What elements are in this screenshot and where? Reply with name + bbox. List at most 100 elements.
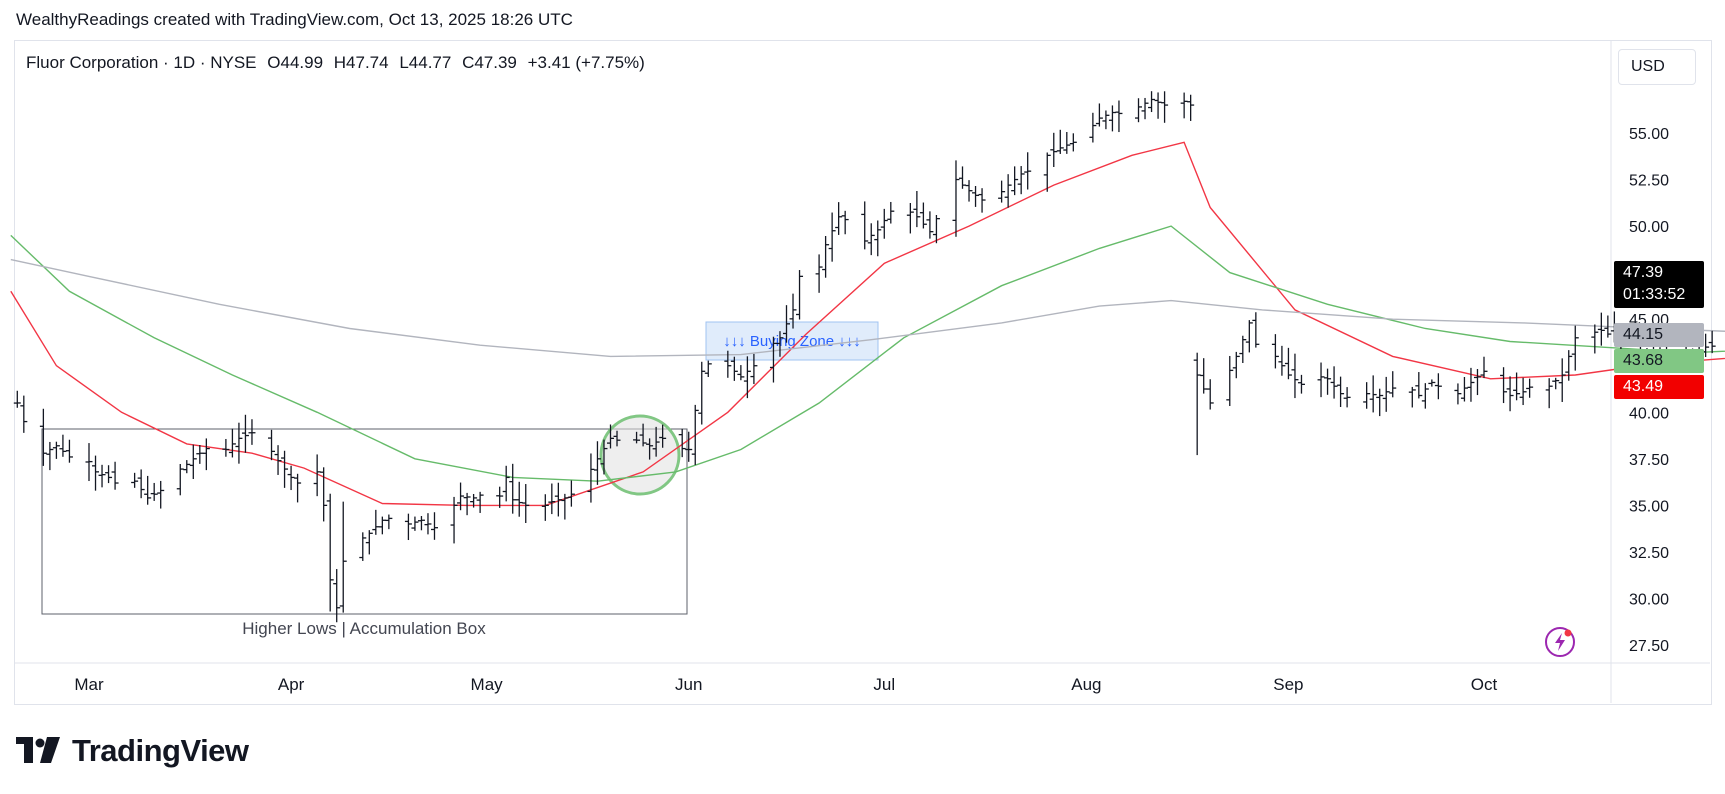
ma-gray-tag: 44.15 <box>1614 323 1704 347</box>
ohlc-bar <box>1454 383 1462 405</box>
ohlc-bar <box>144 475 152 505</box>
ohlc-bar <box>20 395 28 433</box>
ohlc-bar <box>1180 92 1188 119</box>
ohlc-bar <box>176 463 184 496</box>
ohlc-bar <box>1337 376 1345 408</box>
accumulation-box-label: Higher Lows | Accumulation Box <box>242 619 486 638</box>
ohlc-bar <box>59 434 67 457</box>
ohlc-bar <box>228 428 236 458</box>
ohlc-bar <box>639 423 647 447</box>
ohlc-bar <box>750 353 758 385</box>
ohlc-bar <box>476 491 484 513</box>
ohlc-bar <box>1408 386 1416 408</box>
ohlc-bar <box>1043 152 1051 192</box>
ohlc-bar <box>698 361 706 425</box>
ohlc-bar <box>1558 358 1566 402</box>
lightning-bolt-icon[interactable] <box>1545 627 1575 657</box>
tradingview-wordmark: TradingView <box>72 733 249 768</box>
y-tick-label: 50.00 <box>1629 219 1669 236</box>
price-axis[interactable]: 27.5030.0032.5035.0037.5040.0045.0050.00… <box>1629 126 1669 655</box>
buying-zone-label: ↓↓↓ Buying Zone ↓↓↓ <box>723 333 861 350</box>
accumulation-box[interactable] <box>41 428 688 615</box>
ohlc-bar <box>541 494 549 521</box>
ma-line-red[interactable] <box>10 141 1725 507</box>
ohlc-bar <box>385 514 393 530</box>
ma-line-green[interactable] <box>10 225 1725 482</box>
ohlc-bar <box>678 428 686 458</box>
ohlc-bar <box>131 472 139 488</box>
x-tick-label: Apr <box>278 675 305 694</box>
ohlc-bar <box>111 461 119 490</box>
ohlc-bar <box>841 210 849 235</box>
ohlc-bar <box>606 424 614 449</box>
legend-high: H47.74 <box>333 53 389 72</box>
x-tick-label: Oct <box>1471 675 1498 694</box>
currency-button[interactable]: USD <box>1618 49 1696 85</box>
ohlc-bar <box>202 438 210 471</box>
ohlc-bar <box>1324 368 1332 395</box>
ohlc-bar <box>183 460 191 474</box>
y-tick-label: 27.50 <box>1629 638 1669 655</box>
ohlc-bar <box>1376 388 1384 417</box>
ohlc-bar <box>85 443 93 482</box>
ohlc-bar <box>613 430 621 447</box>
y-tick-label: 35.00 <box>1629 498 1669 515</box>
x-tick-label: Mar <box>74 675 104 694</box>
ohlc-bar <box>359 532 367 561</box>
ma-line-gray[interactable] <box>10 258 1725 358</box>
legend-open: O44.99 <box>267 53 324 72</box>
time-axis[interactable]: Mar Apr May Jun Jul Aug Sep Oct <box>74 675 1497 694</box>
ohlc-bar <box>1428 379 1436 387</box>
ohlc-bar <box>313 454 321 497</box>
moving-averages <box>10 141 1725 507</box>
tradingview-logo[interactable]: TradingView <box>16 733 249 769</box>
ohlc-bar <box>1102 110 1110 130</box>
legend-symbol[interactable]: Fluor Corporation · 1D · NYSE <box>26 53 257 72</box>
ohlc-bar <box>281 450 289 488</box>
ohlc-bar <box>1526 378 1534 398</box>
ohlc-bar <box>959 166 967 189</box>
ohlc-bar <box>196 444 204 464</box>
ohlc-bar <box>1271 334 1279 369</box>
ohlc-bar <box>1095 103 1103 127</box>
ohlc-bar <box>411 516 419 531</box>
chart-frame <box>14 40 1712 705</box>
ohlc-bar <box>796 270 804 320</box>
ohlc-bar <box>320 467 328 522</box>
ohlc-bar <box>457 482 465 511</box>
ohlc-bar <box>965 180 973 202</box>
ohlc-bar <box>65 439 73 463</box>
ohlc-bar <box>1343 387 1351 408</box>
ohlc-bar <box>1330 366 1338 399</box>
ohlc-bar <box>822 236 830 278</box>
ohlc-bar <box>1480 356 1488 379</box>
ohlc-bar <box>652 426 660 457</box>
buying-zone-rect[interactable] <box>705 321 879 361</box>
ohlc-bar <box>587 453 595 503</box>
ohlc-bar <box>561 493 569 520</box>
ohlc-bar <box>92 455 100 491</box>
ohlc-bar <box>13 390 21 408</box>
ohlc-bar <box>1193 352 1201 456</box>
ohlc-bar <box>241 414 249 453</box>
ohlc-bar <box>1421 383 1429 409</box>
ohlc-bar <box>502 465 510 502</box>
ohlc-bar <box>496 486 504 508</box>
ohlc-bar <box>150 482 158 501</box>
ohlc-bar <box>724 350 732 378</box>
y-tick-label: 55.00 <box>1629 126 1669 143</box>
ohlc-bar <box>861 201 869 250</box>
ohlc-bar <box>932 214 940 244</box>
ohlc-bar <box>1278 345 1286 376</box>
ohlc-bar <box>1297 374 1305 394</box>
ohlc-bar <box>1011 166 1019 196</box>
ohlc-bar <box>1467 367 1475 402</box>
ohlc-bar <box>1115 100 1123 133</box>
ohlc-bar <box>1284 347 1292 380</box>
ohlc-bar <box>952 160 960 237</box>
ohlc-bar <box>737 365 745 381</box>
ohlc-bar <box>1239 335 1247 364</box>
ohlc-bar <box>1415 372 1423 399</box>
ohlc-bar <box>828 212 836 262</box>
